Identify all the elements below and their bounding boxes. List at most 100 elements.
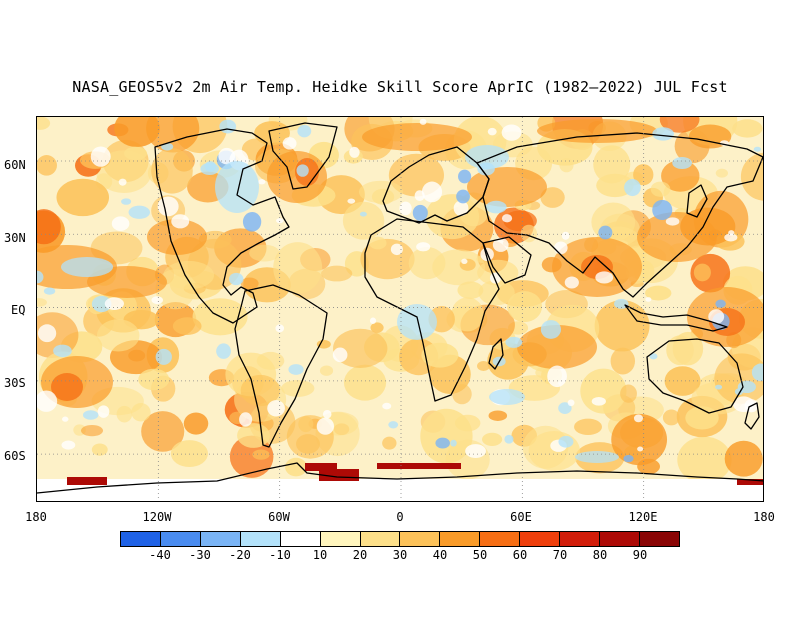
score-patch (517, 325, 597, 369)
score-patch (37, 324, 57, 343)
score-patch (412, 204, 428, 221)
score-patch (258, 179, 266, 185)
score-patch (645, 297, 652, 302)
score-patch (342, 201, 385, 240)
score-patch (501, 124, 522, 141)
score-patch (485, 200, 507, 214)
score-patch (276, 218, 284, 224)
score-patch (242, 211, 262, 232)
score-patch (661, 160, 700, 192)
score-patch (489, 389, 525, 405)
score-patch (574, 418, 602, 436)
coastline-antarctica (37, 462, 763, 494)
score-patch (138, 368, 170, 391)
score-patch (649, 353, 658, 360)
colorbar-swatch (121, 532, 161, 546)
score-patch (316, 339, 331, 349)
score-patch (360, 238, 415, 280)
score-patch (753, 146, 762, 152)
score-patch (482, 432, 503, 446)
colorbar-tick-label: -20 (229, 548, 251, 562)
score-patch (172, 317, 202, 335)
colorbar-swatch (600, 532, 640, 546)
score-patch (118, 178, 127, 186)
score-patch (111, 216, 130, 231)
colorbar-swatch (360, 532, 401, 546)
colorbar-swatch (400, 532, 441, 546)
score-patch (151, 296, 164, 305)
score-patch (637, 212, 717, 262)
world-map (36, 116, 764, 502)
score-patch (273, 242, 323, 294)
colorbar-tick-label: 70 (552, 548, 568, 562)
score-patch (51, 373, 83, 401)
score-patch (347, 198, 356, 204)
score-patch (155, 348, 172, 365)
score-patch (53, 344, 72, 358)
lon-label-180w: 180 (25, 510, 47, 524)
lon-label-60w: 60W (268, 510, 290, 524)
score-patch (594, 300, 650, 352)
score-field-layer (37, 117, 763, 501)
score-patch (388, 421, 399, 429)
score-patch (322, 410, 332, 419)
coastline-australia (646, 338, 744, 414)
score-patch (237, 423, 270, 448)
score-patch (408, 247, 446, 280)
score-patch (157, 196, 179, 217)
score-patch (116, 405, 133, 423)
score-patch (677, 436, 732, 484)
score-patch (575, 451, 619, 463)
score-patch (451, 297, 484, 332)
score-patch (183, 412, 209, 435)
coastline-indonesia (624, 304, 728, 332)
score-patch (239, 412, 253, 427)
score-patch (564, 276, 579, 289)
score-patch (611, 413, 668, 466)
colorbar-tick-label: 40 (432, 548, 448, 562)
score-patch (267, 400, 285, 417)
score-patch (249, 244, 280, 262)
colorbar-tick-label: 30 (392, 548, 408, 562)
score-patch (216, 343, 231, 359)
colorbar-swatch (240, 532, 281, 546)
score-patch (554, 241, 568, 255)
score-patch (371, 188, 395, 205)
score-patch (170, 440, 208, 468)
score-patch (421, 181, 443, 203)
score-patch (537, 119, 657, 143)
score-patch (90, 146, 111, 167)
score-patch (349, 146, 360, 158)
score-patch (332, 347, 348, 363)
score-patch (219, 119, 237, 134)
colorbar-swatch (160, 532, 201, 546)
score-patch (97, 405, 110, 418)
score-patch (281, 379, 315, 397)
lat-label-30n: 30N (4, 231, 26, 245)
score-patch (715, 299, 726, 308)
score-patch (461, 258, 468, 264)
score-patch (37, 298, 47, 307)
colorbar-swatch (480, 532, 521, 546)
score-patch (715, 168, 728, 178)
score-patch (37, 390, 58, 412)
lat-label-eq: EQ (11, 303, 26, 317)
score-patch (633, 164, 654, 186)
score-patch (547, 365, 567, 388)
score-patch (540, 187, 565, 208)
score-patch (91, 443, 108, 456)
score-patch (593, 145, 631, 184)
score-patch (662, 409, 680, 426)
coastline-greenland (268, 122, 338, 190)
score-patch (567, 399, 575, 407)
colorbar-tick-label: 60 (512, 548, 528, 562)
score-patch (507, 291, 543, 323)
score-patch (254, 121, 290, 146)
score-patch (624, 178, 641, 197)
score-patch (61, 440, 76, 450)
score-patch (317, 175, 365, 215)
score-patch (724, 233, 738, 242)
lat-label-30s: 30S (4, 376, 26, 390)
lon-label-120w: 120W (142, 510, 172, 524)
score-patch (610, 347, 636, 375)
